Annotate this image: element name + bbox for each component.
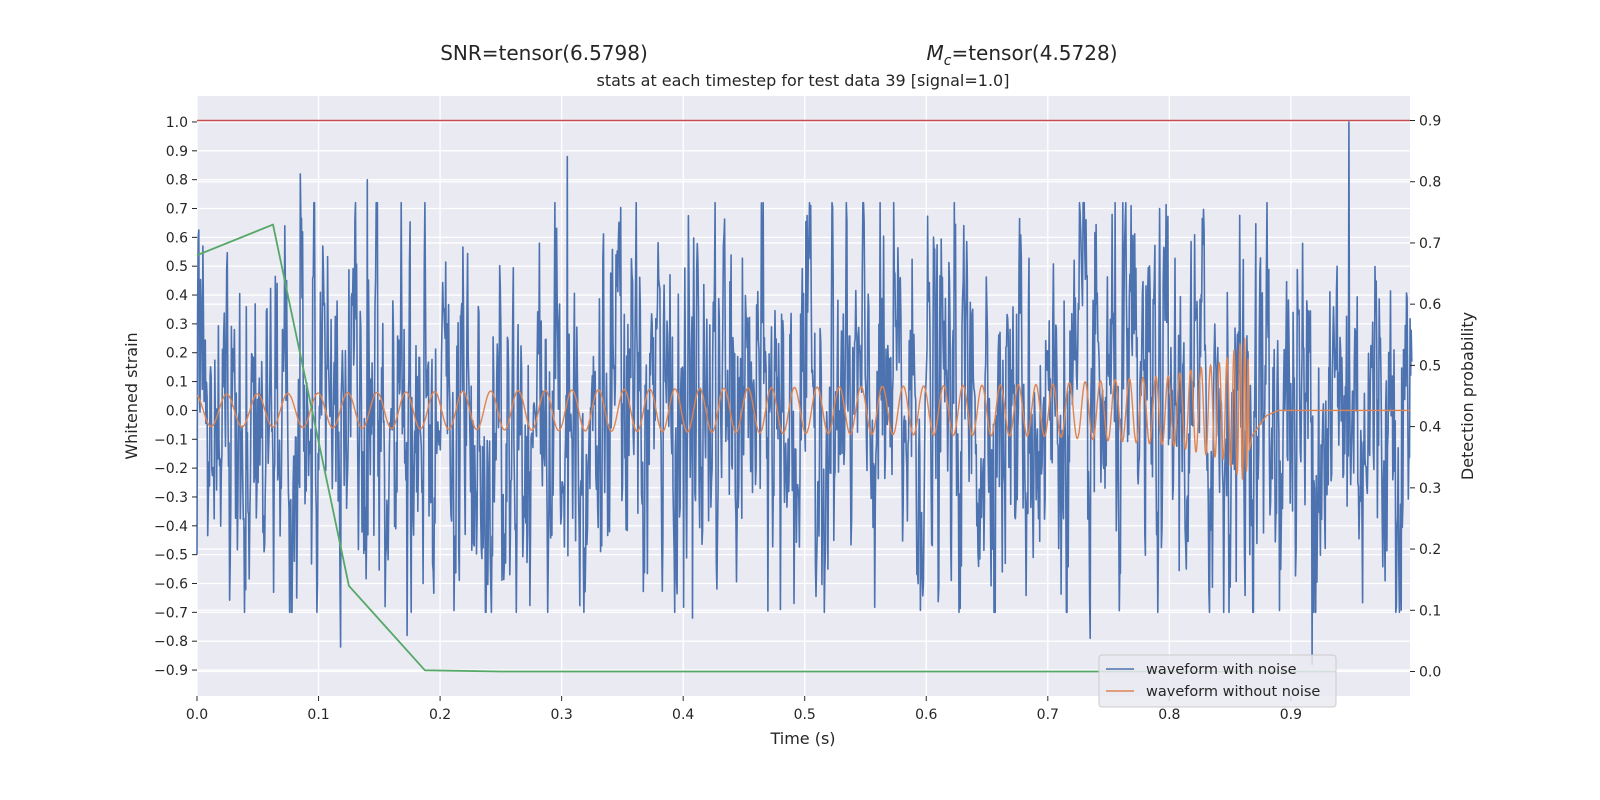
snr-title: SNR=tensor(6.5798)	[440, 41, 648, 65]
chart-title: stats at each timestep for test data 39 …	[597, 71, 1010, 90]
y-tick-label: 0.0	[166, 403, 188, 419]
x-tick-label: 0.7	[1037, 707, 1059, 723]
x-tick-label: 0.3	[550, 707, 572, 723]
y-tick-label: −0.1	[154, 432, 188, 448]
legend-box	[1098, 654, 1337, 708]
y-tick-label: −0.4	[154, 519, 188, 535]
y2-tick-label: 0.5	[1419, 358, 1441, 374]
y-tick-label: 0.5	[166, 259, 188, 275]
y2-tick-label: 0.1	[1419, 603, 1441, 619]
x-tick-label: 0.1	[307, 707, 329, 723]
y-axis-label: Whitened strain	[122, 332, 141, 459]
series-waveform-without-noise	[196, 337, 1411, 480]
series-detection-probability	[196, 223, 1337, 673]
chirp-mass-value: =tensor(4.5728)	[951, 41, 1117, 65]
y-tick-label: 0.4	[166, 288, 188, 304]
y-tick-label: −0.5	[154, 548, 188, 564]
x-tick-label: 0.4	[672, 707, 694, 723]
x-tick-label: 0.8	[1158, 707, 1180, 723]
x-tick-label: 0.9	[1280, 707, 1302, 723]
y-tick-label: 0.9	[166, 144, 188, 160]
y2-axis-label: Detection probability	[1458, 312, 1477, 480]
y2-tick-label: 0.2	[1419, 542, 1441, 558]
x-axis-label: Time (s)	[769, 729, 835, 748]
y-tick-label: −0.9	[154, 663, 188, 679]
x-tick-label: 0.5	[794, 707, 816, 723]
y-tick-label: −0.7	[154, 605, 188, 621]
x-tick-label: 0.2	[429, 707, 451, 723]
y-axis-ticks: 1.0 0.9 0.8 0.7 0.6 0.5 0.4 0.3 0.2 0.1 0.0 −0.1 −0.…	[154, 115, 197, 679]
y2-tick-label: 0.7	[1419, 236, 1441, 252]
y-tick-label: −0.8	[154, 634, 188, 650]
chirp-mass-symbol: M	[926, 41, 943, 65]
chirp-mass-title: Mc=tensor(4.5728)	[926, 41, 1117, 69]
legend-label-clean: waveform without noise	[1146, 684, 1320, 700]
legend-label-noise: waveform with noise	[1146, 662, 1297, 678]
y2-axis-ticks: 0.9 0.8 0.7 0.6 0.5 0.4 0.3 0.2 0.1 0.0	[1410, 113, 1441, 681]
series-waveform-with-noise	[196, 121, 1413, 666]
y-tick-label: −0.3	[154, 490, 188, 506]
y-tick-label: 0.3	[166, 317, 188, 333]
y-tick-label: 0.2	[166, 346, 188, 362]
y-tick-label: −0.2	[154, 461, 188, 477]
chirp-mass-subscript: c	[944, 53, 952, 69]
y2-tick-label: 0.8	[1419, 175, 1441, 191]
y-tick-label: −0.6	[154, 577, 188, 593]
y2-tick-label: 0.3	[1419, 481, 1441, 497]
y2-tick-label: 0.0	[1419, 665, 1441, 681]
y-tick-label: 0.7	[166, 202, 188, 218]
y-tick-label: 1.0	[166, 115, 188, 131]
y2-tick-label: 0.4	[1419, 420, 1441, 436]
y-tick-label: 0.6	[166, 230, 188, 246]
x-axis-ticks: 0.0 0.1 0.2 0.3 0.4 0.5 0.6 0.7 0.8 0.9	[186, 696, 1302, 723]
y2-tick-label: 0.6	[1419, 297, 1441, 313]
x-tick-label: 0.6	[915, 707, 937, 723]
y-tick-label: 0.1	[166, 375, 188, 391]
x-tick-label: 0.0	[186, 707, 208, 723]
y-tick-label: 0.8	[166, 173, 188, 189]
y2-tick-label: 0.9	[1419, 113, 1441, 129]
legend: waveform with noise waveform without noi…	[1098, 654, 1337, 708]
